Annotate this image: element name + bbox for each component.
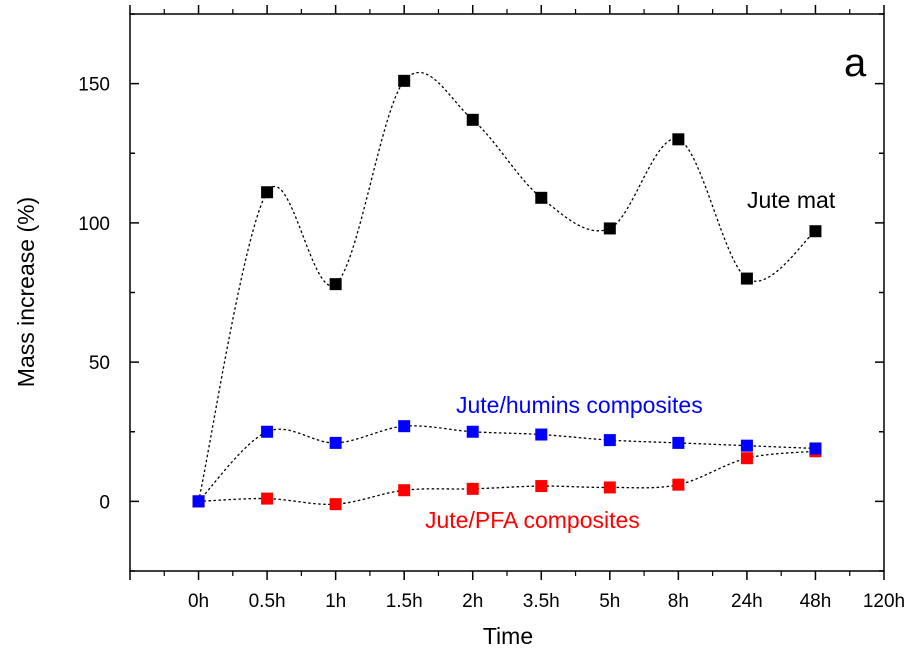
data-point-series-0: [261, 186, 274, 199]
data-point-series-1: [261, 425, 274, 438]
y-tick-label: 100: [78, 214, 110, 235]
series-label-jute-mat: Jute mat: [747, 187, 836, 213]
data-point-series-0: [535, 191, 548, 204]
data-point-series-1: [466, 425, 479, 438]
data-point-series-1: [192, 495, 205, 508]
x-tick-label: 48h: [800, 591, 832, 612]
data-point-series-2: [398, 484, 411, 497]
data-point-series-2: [603, 481, 616, 494]
trend-curve-series-1: [198, 425, 816, 502]
trend-curves: [197, 72, 816, 506]
x-axis-title: Time: [483, 623, 533, 649]
x-tick-label: 24h: [731, 591, 763, 612]
series-label-pfa: Jute/PFA composites: [425, 507, 640, 533]
data-point-series-1: [535, 428, 548, 441]
data-point-series-2: [466, 482, 479, 495]
x-tick-label: 0.5h: [249, 591, 286, 612]
x-tick-label: 120h: [863, 591, 905, 612]
data-point-series-0: [603, 222, 616, 235]
data-point-series-1: [603, 434, 616, 447]
data-point-series-0: [740, 272, 753, 285]
data-point-series-0: [398, 74, 411, 87]
series-label-humins: Jute/humins composites: [456, 392, 703, 418]
trend-curve-series-2: [198, 450, 816, 506]
data-point-series-1: [398, 420, 411, 433]
data-markers: [192, 74, 822, 511]
y-tick-label: 150: [78, 75, 110, 96]
data-point-series-1: [672, 436, 685, 449]
data-point-series-1: [329, 436, 342, 449]
data-point-series-0: [672, 133, 685, 146]
x-tick-label: 5h: [599, 591, 620, 612]
data-point-series-2: [740, 452, 753, 465]
data-point-series-2: [535, 480, 548, 493]
data-point-series-0: [466, 113, 479, 126]
data-point-series-0: [329, 278, 342, 291]
data-point-series-0: [809, 225, 822, 238]
chart-labels: a Mass increase (%) Time Jute mat Jute/h…: [13, 41, 867, 649]
y-axis-title: Mass increase (%): [13, 197, 39, 387]
x-tick-label: 0h: [188, 591, 209, 612]
x-tick-label: 3.5h: [523, 591, 560, 612]
x-tick-label: 2h: [462, 591, 483, 612]
data-point-series-1: [809, 442, 822, 455]
trend-curve-series-0: [197, 72, 816, 502]
y-tick-label: 50: [89, 353, 110, 374]
y-tick-label: 0: [99, 492, 110, 513]
data-point-series-1: [740, 439, 753, 452]
data-point-series-2: [261, 492, 274, 505]
x-tick-label: 8h: [668, 591, 689, 612]
data-point-series-2: [329, 498, 342, 511]
panel-label: a: [844, 41, 867, 85]
x-tick-label: 1h: [325, 591, 346, 612]
data-point-series-2: [672, 478, 685, 491]
axes: 0h 0.5h 1h 1.5h 2h 3.5h 5h 8h 24h 48h 120h 0 50 100 15…: [78, 5, 905, 612]
x-tick-label: 1.5h: [386, 591, 423, 612]
